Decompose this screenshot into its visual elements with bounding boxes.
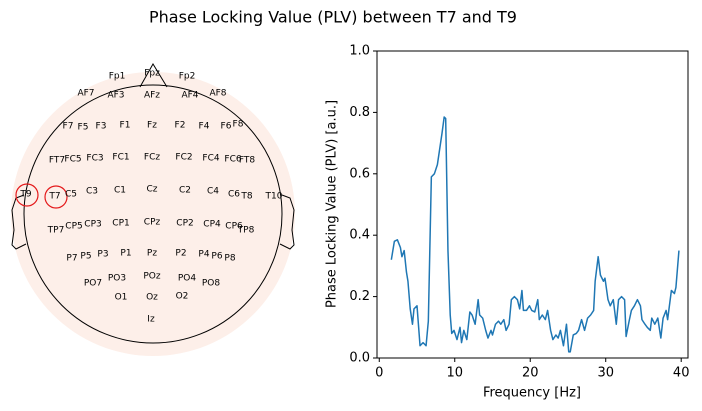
electrode-label: P6	[211, 252, 222, 262]
electrode-label: FC2	[175, 153, 192, 163]
electrode-label: TP8	[237, 226, 255, 236]
electrode-label: F6	[221, 122, 232, 132]
electrode-label: Pz	[147, 249, 157, 259]
y-tick-label: 0.0	[349, 351, 370, 366]
electrode-label: FT8	[239, 156, 256, 166]
electrode-label: C2	[179, 186, 191, 196]
electrode-label: CPz	[144, 218, 161, 228]
electrode-label: F5	[78, 123, 89, 133]
highlight-ring	[15, 183, 39, 207]
electrode-label: T10	[265, 192, 283, 202]
electrode-label: TP7	[47, 226, 65, 236]
electrode-label: O1	[115, 293, 128, 303]
electrode-label: AF7	[77, 89, 94, 99]
y-axis-label: Phase Locking Value (PLV) [a.u.]	[325, 100, 340, 308]
electrode-label: FC4	[202, 154, 219, 164]
electrode-label: FC3	[86, 154, 103, 164]
electrode-label: F1	[120, 121, 131, 131]
electrode-label: CP6	[225, 222, 243, 232]
electrode-label: PO8	[202, 279, 221, 289]
electrode-label: Iz	[147, 315, 155, 325]
y-tick-label: 0.6	[349, 166, 370, 181]
y-tick-label: 0.2	[349, 289, 370, 304]
x-tick-label: 20	[522, 366, 539, 381]
electrode-label: C1	[114, 186, 126, 196]
electrode-label: C3	[86, 187, 98, 197]
electrode-label: Fp2	[179, 72, 196, 82]
plot-frame	[376, 50, 689, 359]
electrode-label: AF8	[209, 89, 226, 99]
plv-line	[390, 116, 680, 353]
electrode-label: CP5	[65, 222, 82, 232]
electrode-label: Fp1	[109, 72, 126, 82]
electrode-label: FCz	[144, 153, 160, 163]
electrode-label: C4	[207, 187, 219, 197]
electrode-label: FC1	[112, 153, 129, 163]
electrode-label: FC6	[224, 155, 241, 165]
figure-title: Phase Locking Value (PLV) between T7 and…	[149, 8, 517, 27]
right-ear	[279, 194, 295, 250]
x-tick-label: 0	[375, 366, 383, 381]
electrode-label: AF3	[107, 91, 124, 101]
y-tick-label: 0.4	[349, 228, 370, 243]
topomap: Fp1 Fpz Fp2 AF7 AF3 AFz AF4 AF8 F7 F5 F3 F1 Fz F2 F4 F6…	[11, 63, 295, 356]
electrode-label: T9	[19, 190, 31, 200]
electrode-label: F7	[63, 122, 74, 132]
electrode-label: T7	[48, 192, 60, 202]
electrode-label: F8	[233, 120, 244, 130]
electrode-label: AF4	[181, 91, 198, 101]
x-axis-label: Frequency [Hz]	[483, 386, 581, 401]
electrode-label: AFz	[144, 91, 160, 101]
electrode-label: Cz	[146, 185, 157, 195]
electrode-label: Fpz	[144, 69, 160, 79]
x-tick-label: 10	[446, 366, 463, 381]
electrode-label: P5	[80, 252, 91, 262]
electrode-label: CP4	[203, 220, 221, 230]
electrode-label: FT7	[49, 156, 65, 166]
electrode-label: P1	[120, 249, 131, 259]
electrode-label: O2	[176, 292, 189, 302]
electrode-label: CP2	[176, 219, 193, 229]
y-tick-label: 0.8	[349, 105, 370, 120]
electrode-label: C5	[65, 190, 77, 200]
electrode-label: C6	[228, 190, 240, 200]
electrode-label: F2	[175, 121, 186, 131]
electrode-label: P3	[97, 250, 108, 260]
electrode-label: F4	[199, 122, 210, 132]
electrode-label: PO3	[108, 274, 126, 284]
electrode-label: P8	[224, 254, 235, 264]
electrode-label: FC5	[64, 155, 81, 165]
electrode-label: Fz	[147, 121, 157, 131]
highlight-ring	[44, 185, 68, 209]
electrode-label: POz	[143, 272, 161, 282]
electrode-label: PO4	[178, 274, 197, 284]
electrode-label: F3	[96, 122, 107, 132]
electrode-label: P7	[66, 254, 77, 264]
electrode-label: CP1	[112, 219, 129, 229]
electrode-label: Oz	[146, 293, 158, 303]
electrode-label: P2	[175, 249, 186, 259]
head-background	[11, 72, 295, 356]
electrode-label: P4	[198, 250, 209, 260]
x-tick-label: 40	[673, 366, 690, 381]
head-outline	[23, 84, 283, 344]
x-tick-label: 30	[597, 366, 614, 381]
electrode-label: T8	[240, 192, 252, 202]
nose	[139, 63, 168, 88]
y-tick-label: 1.0	[349, 44, 370, 59]
electrode-label: CP3	[84, 220, 101, 230]
electrode-label: PO7	[84, 279, 102, 289]
